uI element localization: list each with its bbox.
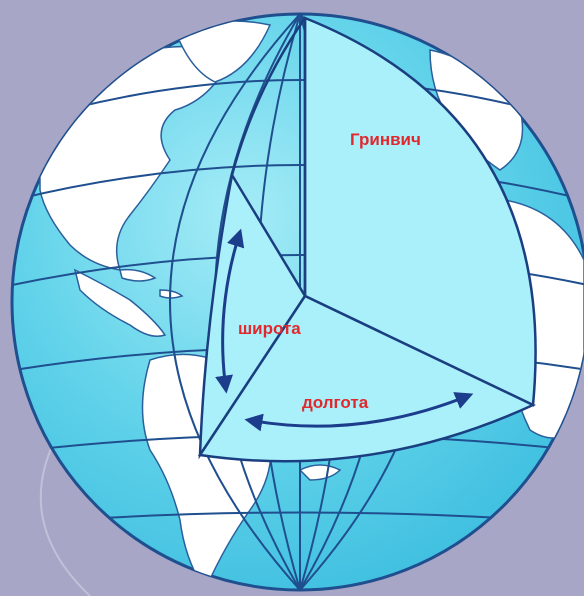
greenwich-label: Гринвич [350,130,421,149]
central-america-landmass [73,268,167,337]
longitude-label: долгота [302,393,369,412]
background-swoosh [39,429,91,596]
latitude-label: широта [238,319,301,338]
greenwich-plane-face [303,16,537,407]
latitude-arrow [215,228,245,394]
longitude-arrow [244,392,474,432]
caribbean-islands [119,268,184,299]
cutaway-rear-edge [230,17,307,176]
